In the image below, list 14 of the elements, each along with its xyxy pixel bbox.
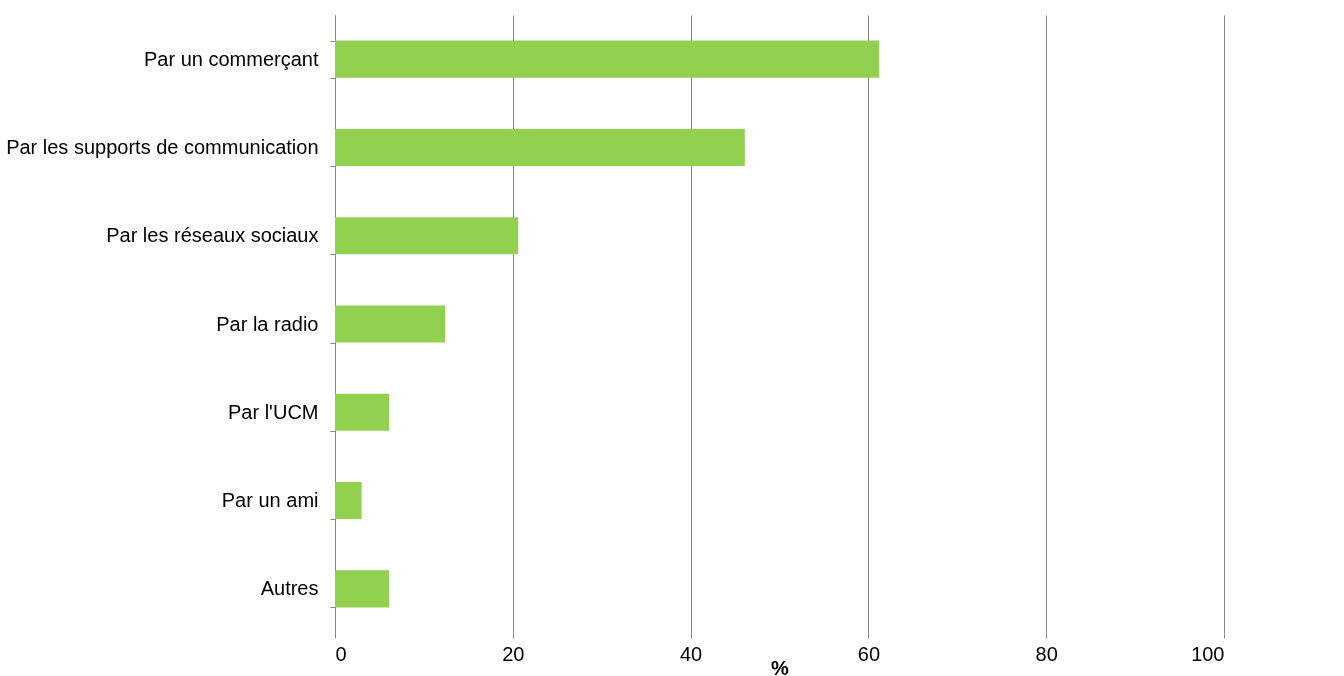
x-tick-label: 100 <box>1191 642 1225 665</box>
x-tick-label: 60 <box>857 642 881 665</box>
y-tick-label: Par un ami <box>221 489 319 512</box>
x-axis-title: % <box>771 656 790 676</box>
y-tick-label: Par un commerçant <box>143 47 319 70</box>
x-tick-label: 80 <box>1035 642 1058 665</box>
y-tick-label: Par l'UCM <box>228 400 319 423</box>
y-tick-label: Par la radio <box>216 312 319 335</box>
y-tick-label: Par les supports de communication <box>6 135 319 158</box>
y-tick-label: Par les réseaux sociaux <box>106 224 319 247</box>
y-tick-label: Autres <box>260 577 319 600</box>
x-tick-label: 20 <box>502 642 525 665</box>
x-tick-label: 0 <box>335 642 347 665</box>
x-tick-label: 40 <box>679 642 703 665</box>
